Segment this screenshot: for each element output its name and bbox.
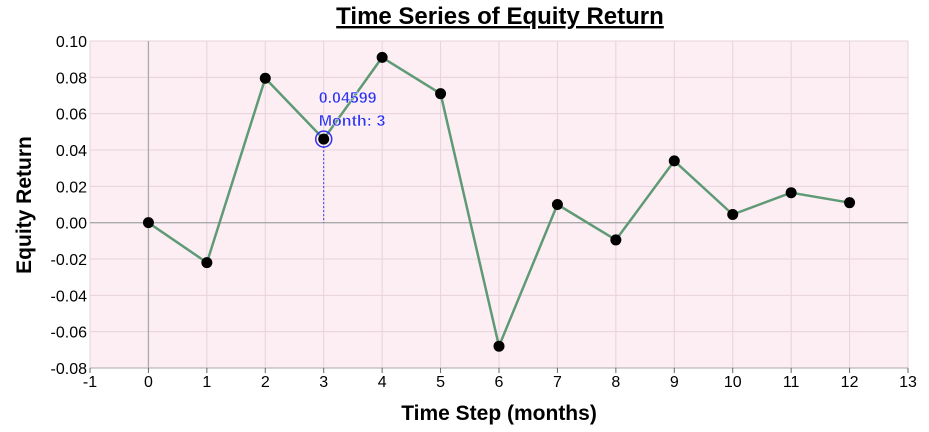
data-point-6[interactable] [493,340,505,352]
x-tick-label-7: 6 [495,374,504,391]
data-point-8[interactable] [610,234,622,246]
x-tick-label-8: 7 [553,374,562,391]
x-axis-label: Time Step (months) [401,402,597,425]
data-point-12[interactable] [844,197,856,209]
y-tick-label-9: 0.10 [56,34,87,51]
y-tick-label-7: 0.06 [56,107,87,124]
y-axis-ticks: -0.08 -0.06 -0.04 -0.02 0.00 0.02 0.04 0.06 0.08… [51,34,88,378]
y-tick-label-4: 0.00 [56,216,87,233]
x-tick-label-1: 0 [144,374,153,391]
x-tick-label-2: 1 [202,374,211,391]
x-tick-label-4: 3 [319,374,328,391]
y-axis-label: Equity Return [13,136,36,274]
data-point-4[interactable] [376,51,388,63]
data-point-3[interactable] [318,133,330,145]
equity-return-series [142,51,856,352]
highlight-ring [314,130,333,148]
data-point-11[interactable] [785,187,797,199]
x-tick-label-14: 13 [899,374,917,391]
data-point-5[interactable] [435,88,447,100]
x-tick-label-13: 12 [841,374,859,391]
y-tick-label-0: -0.08 [51,361,88,378]
data-point-2[interactable] [259,72,271,84]
y-tick-label-3: -0.02 [51,252,88,269]
x-tick-label-12: 11 [783,374,800,391]
x-tick-label-6: 5 [436,374,445,391]
data-point-1[interactable] [201,257,213,269]
tooltip-value: 0.04599 [319,90,377,107]
y-tick-label-6: 0.04 [56,143,87,160]
x-tick-label-9: 8 [611,374,620,391]
data-point-10[interactable] [727,208,739,220]
y-tick-label-5: 0.02 [56,179,87,196]
x-tick-label-11: 10 [724,374,742,391]
x-tick-label-0: -1 [83,374,97,391]
x-tick-label-3: 2 [261,374,270,391]
chart-title: Time Series of Equity Return [336,3,664,30]
y-tick-label-1: -0.06 [51,325,88,342]
hover-tooltip: 0.04599 Month: 3 [314,90,386,223]
y-tick-label-8: 0.08 [56,70,87,87]
x-tick-label-5: 4 [378,374,387,391]
tooltip-month: Month: 3 [319,113,386,130]
data-point-7[interactable] [551,199,563,210]
data-point-9[interactable] [668,155,680,167]
data-point-0[interactable] [142,217,154,229]
x-axis-ticks: -1 0 1 2 3 4 5 6 7 8 9 10 11 12 13 [83,368,917,391]
y-tick-label-2: -0.04 [51,288,88,305]
x-tick-label-10: 9 [670,374,679,391]
